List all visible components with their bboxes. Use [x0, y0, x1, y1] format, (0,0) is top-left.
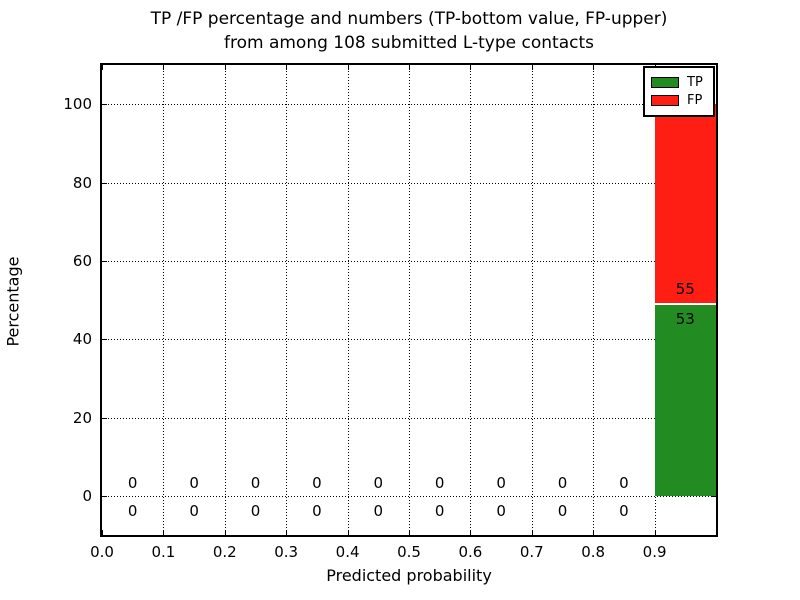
x-tick-label: 0.7 — [519, 543, 544, 561]
bar-segment-divider — [654, 302, 716, 305]
gridline-x — [286, 65, 288, 535]
gridline-y — [102, 495, 716, 497]
y-tick-label: 60 — [72, 251, 92, 270]
bar-segment-fp — [654, 104, 716, 304]
legend-label-tp: TP — [687, 75, 703, 90]
y-tick-mark — [102, 260, 107, 262]
x-tick-label: 0.3 — [274, 543, 299, 561]
y-tick-mark — [102, 495, 107, 497]
fp-count-label: 0 — [250, 473, 261, 492]
tp-color-swatch — [651, 77, 679, 88]
x-tick-mark — [470, 65, 472, 70]
tp-count-label: 0 — [127, 501, 138, 520]
x-tick-label: 0.9 — [642, 543, 667, 561]
fp-count-label: 0 — [189, 473, 199, 492]
tp-count-label: 0 — [496, 501, 506, 520]
legend-box: TP FP — [643, 66, 715, 117]
x-tick-label: 0.0 — [90, 543, 114, 561]
gridline-x — [593, 65, 595, 535]
fp-count-label: 0 — [557, 473, 568, 492]
y-tick-mark — [102, 417, 107, 419]
tp-count-label: 0 — [312, 501, 322, 520]
y-tick-mark — [711, 495, 716, 497]
x-tick-label: 0.5 — [397, 543, 421, 561]
x-tick-mark — [163, 530, 165, 535]
fp-count-label: 55 — [675, 279, 695, 298]
tp-count-label: 0 — [557, 501, 568, 520]
fp-count-label: 0 — [373, 473, 384, 492]
x-tick-mark — [224, 530, 226, 535]
chart-title-line1: TP /FP percentage and numbers (TP-bottom… — [150, 9, 668, 29]
tp-count-label: 0 — [189, 501, 199, 520]
y-tick-label: 20 — [72, 408, 92, 427]
legend-entry-tp: TP — [651, 75, 707, 90]
y-tick-mark — [102, 104, 107, 106]
x-tick-mark — [102, 65, 103, 70]
tp-count-label: 0 — [619, 501, 629, 520]
gridline-x — [163, 65, 165, 535]
x-tick-mark — [102, 530, 103, 535]
gridline-x — [224, 65, 226, 535]
gridline-x — [409, 65, 410, 535]
y-tick-label: 80 — [72, 173, 92, 192]
x-tick-mark — [593, 530, 595, 535]
y-axis-label: Percentage — [3, 256, 23, 347]
y-tick-mark — [102, 339, 107, 341]
gridline-y — [102, 339, 716, 341]
y-tick-label: 0 — [82, 486, 92, 505]
gridline-x — [347, 65, 349, 535]
legend-label-fp: FP — [687, 93, 703, 108]
bar-segment-tp — [654, 303, 716, 496]
fp-count-label: 0 — [312, 473, 322, 492]
tp-count-label: 0 — [373, 501, 384, 520]
x-tick-label: 0.8 — [581, 543, 606, 561]
tp-count-label: 53 — [675, 309, 695, 328]
x-tick-mark — [163, 65, 165, 70]
legend-entry-fp: FP — [651, 93, 707, 108]
y-tick-label: 40 — [72, 330, 92, 349]
tp-count-label: 0 — [250, 501, 261, 520]
x-tick-mark — [531, 65, 533, 70]
x-tick-mark — [347, 65, 349, 70]
y-tick-label: 100 — [63, 95, 92, 114]
x-tick-mark — [654, 530, 656, 535]
gridline-y — [102, 104, 716, 106]
x-tick-mark — [347, 530, 349, 535]
x-tick-mark — [409, 530, 410, 535]
x-tick-label: 0.4 — [335, 543, 360, 561]
fp-count-label: 0 — [619, 473, 629, 492]
x-tick-mark — [531, 530, 533, 535]
x-tick-label: 0.6 — [458, 543, 483, 561]
y-tick-mark — [102, 182, 107, 184]
x-tick-mark — [286, 530, 288, 535]
gridline-y — [102, 417, 716, 419]
gridline-y — [102, 260, 716, 262]
gridline-x — [470, 65, 472, 535]
x-axis-label: Predicted probability — [326, 566, 492, 585]
x-tick-mark — [593, 65, 595, 70]
plot-area: TP FP 0 0 0 0 0 0 0 0 0 0 0 0 0 0 0 0 0 0 55 53 — [100, 63, 718, 537]
fp-count-label: 0 — [127, 473, 138, 492]
gridline-x — [531, 65, 533, 535]
x-tick-mark — [470, 530, 472, 535]
x-tick-label: 0.2 — [212, 543, 237, 561]
fp-count-label: 0 — [434, 473, 445, 492]
x-tick-mark — [409, 65, 410, 70]
chart-title-line2: from among 108 submitted L-type contacts — [223, 33, 594, 53]
gridline-y — [102, 182, 716, 184]
x-tick-mark — [224, 65, 226, 70]
fp-count-label: 0 — [496, 473, 506, 492]
fp-color-swatch — [651, 95, 679, 106]
x-tick-label: 0.1 — [151, 543, 176, 561]
x-tick-mark — [286, 65, 288, 70]
tp-count-label: 0 — [434, 501, 445, 520]
